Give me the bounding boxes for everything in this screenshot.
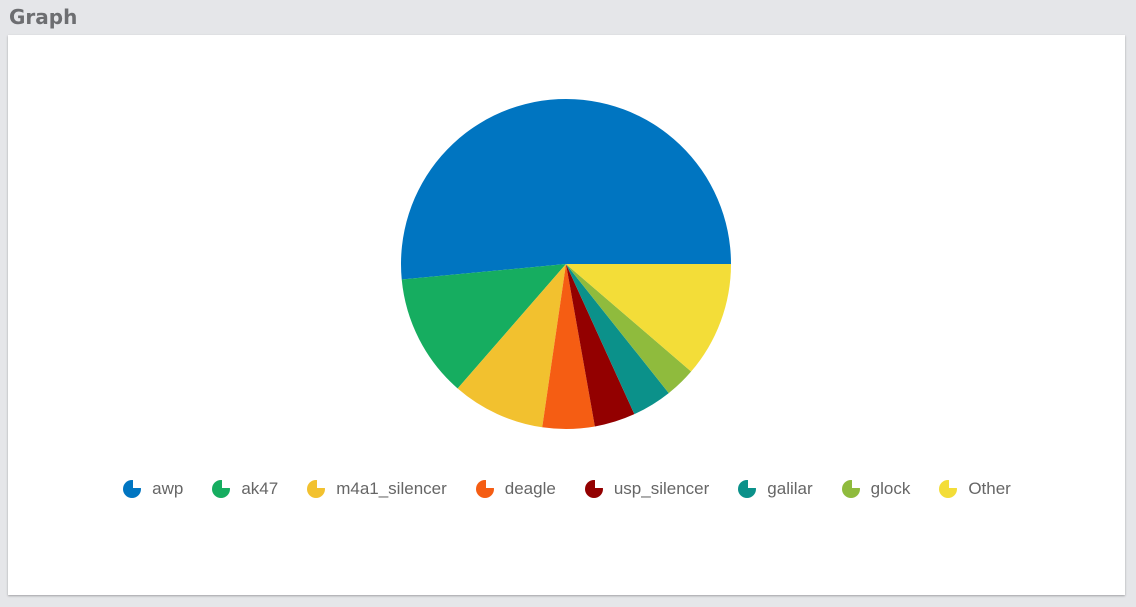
pie-chart — [400, 98, 731, 429]
legend-icon — [212, 479, 231, 498]
pie-slice — [566, 264, 669, 415]
legend-label: deagle — [504, 479, 556, 498]
legend-item[interactable]: Other — [938, 479, 1011, 499]
pie-slice — [400, 98, 731, 280]
legend-label: galilar — [767, 479, 813, 498]
legend-item[interactable]: awp — [122, 479, 183, 499]
legend-item[interactable]: glock — [841, 479, 911, 499]
legend-item[interactable]: ak47 — [211, 479, 278, 499]
panel: awp ak47 m4a1_silencer deagle usp_silencer ga… — [8, 35, 1125, 595]
legend-icon — [939, 479, 958, 498]
pie-slice — [566, 264, 692, 394]
legend-label: awp — [152, 479, 184, 498]
legend-label: glock — [870, 479, 911, 498]
legend: awp ak47 m4a1_silencer deagle usp_silencer ga… — [8, 479, 1125, 499]
legend-label: ak47 — [241, 479, 279, 498]
legend-icon — [307, 479, 326, 498]
legend-item[interactable]: m4a1_silencer — [306, 479, 447, 499]
panel-title: Graph — [9, 5, 78, 29]
legend-icon — [475, 479, 495, 498]
pie-slice — [457, 264, 566, 428]
legend-icon — [738, 479, 757, 498]
legend-icon — [123, 479, 142, 498]
legend-icon — [584, 479, 604, 498]
legend-label: m4a1_silencer — [336, 479, 447, 498]
legend-icon — [841, 479, 861, 498]
legend-item[interactable]: usp_silencer — [584, 479, 709, 499]
pie-slice — [401, 264, 566, 389]
legend-label: Other — [968, 479, 1011, 498]
legend-item[interactable]: galilar — [737, 479, 813, 499]
legend-item[interactable]: deagle — [475, 479, 556, 499]
pie-slice — [566, 264, 731, 372]
pie-slice — [566, 264, 635, 427]
pie-slice — [542, 264, 595, 429]
legend-label: usp_silencer — [613, 479, 710, 498]
